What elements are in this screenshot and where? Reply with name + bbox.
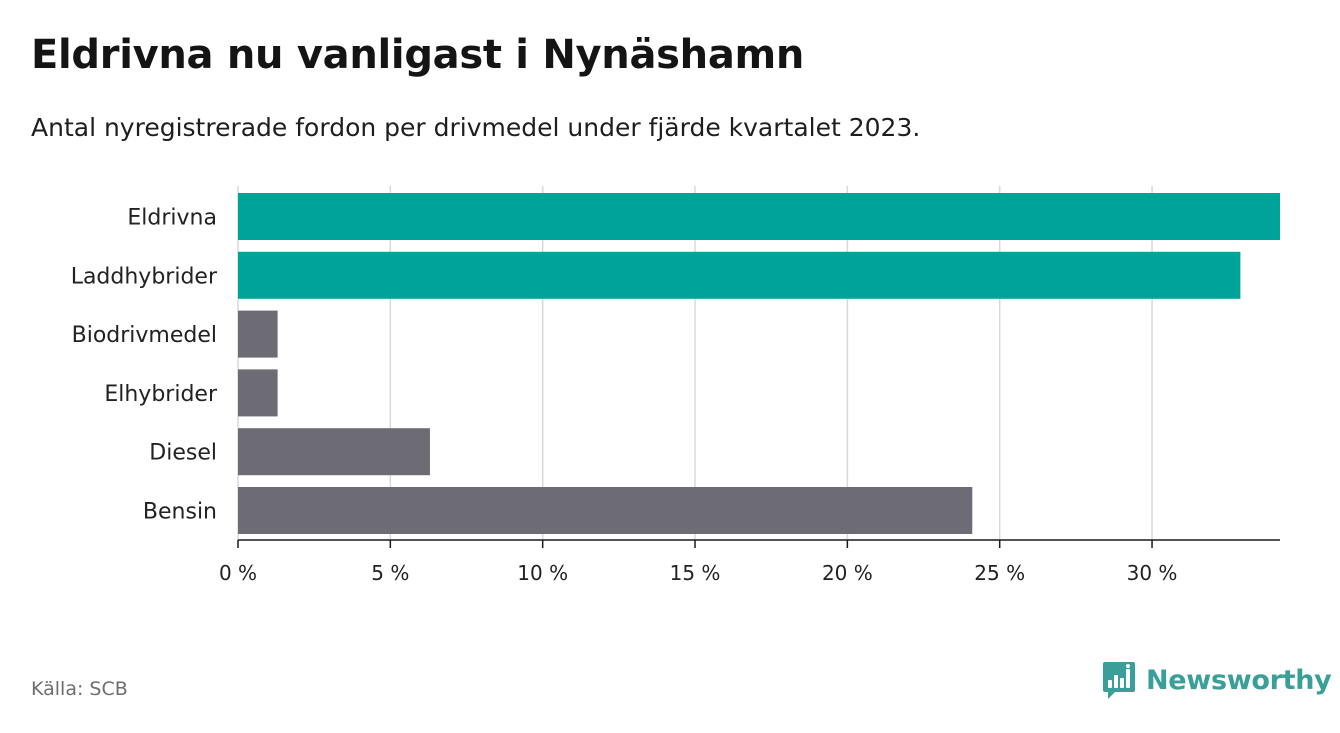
brand-name: Newsworthy <box>1146 664 1332 696</box>
bar-chart: Eldrivna Laddhybrider Biodrivmedel Elhybrid… <box>71 186 1280 585</box>
x-tick-label: 5 % <box>371 561 409 585</box>
category-label: Laddhybrider <box>71 264 218 289</box>
category-labels: Eldrivna Laddhybrider Biodrivmedel Elhybrid… <box>71 206 218 525</box>
bar-diesel[interactable] <box>238 428 430 476</box>
x-tick-label: 25 % <box>974 561 1025 585</box>
category-label: Elhybrider <box>104 382 218 407</box>
bar-elhybrider[interactable] <box>238 369 278 417</box>
gridlines <box>237 186 1153 540</box>
bar-eldrivna[interactable] <box>238 193 1280 240</box>
bar-bensin[interactable] <box>238 487 973 534</box>
newsworthy-logo-icon <box>1103 662 1135 699</box>
chart-title: Eldrivna nu vanligast i Nynäshamn <box>31 32 805 78</box>
x-tick-label: 10 % <box>517 561 568 585</box>
category-label: Bensin <box>143 500 217 525</box>
bar-laddhybrider[interactable] <box>238 251 1241 299</box>
x-tick-label: 30 % <box>1127 561 1178 585</box>
category-label: Eldrivna <box>127 206 217 231</box>
bar-biodrivmedel[interactable] <box>238 310 278 358</box>
x-tick-label: 20 % <box>822 561 873 585</box>
chart-subtitle: Antal nyregistrerade fordon per drivmede… <box>31 113 921 142</box>
category-label: Diesel <box>149 441 217 466</box>
x-tick-label: 0 % <box>219 561 257 585</box>
brand-logo[interactable]: Newsworthy <box>1102 660 1332 700</box>
bars <box>238 193 1280 534</box>
category-label: Biodrivmedel <box>72 323 217 348</box>
source-note: Källa: SCB <box>31 678 128 700</box>
x-axis: 0 % 5 % 10 % 15 % 20 % 25 % 30 % <box>219 539 1280 585</box>
x-tick-label: 15 % <box>670 561 721 585</box>
